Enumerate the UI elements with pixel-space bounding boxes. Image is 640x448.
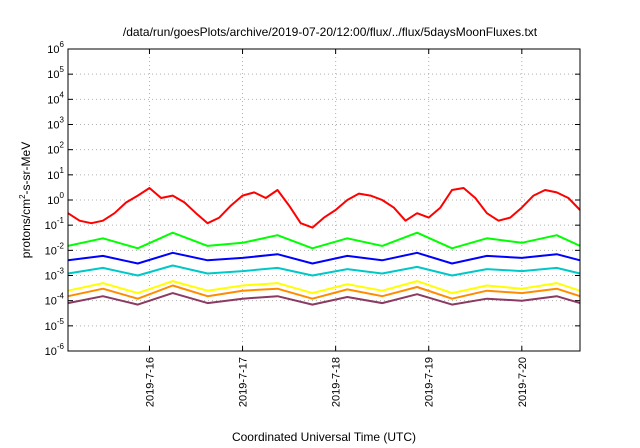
y-tick-label: 101	[47, 166, 64, 182]
y-tick-label-base: 10	[47, 170, 59, 182]
y-tick-label-base: 10	[47, 120, 59, 132]
y-tick-label-exponent: -5	[57, 317, 65, 326]
y-tick-label-base: 10	[47, 44, 59, 56]
y-tick-label: 10-4	[45, 292, 65, 308]
x-tick-label: 2019-7-19	[424, 357, 436, 407]
y-tick-label: 106	[47, 40, 64, 56]
y-tick-label: 105	[47, 65, 64, 81]
x-tick-label: 2019-7-20	[517, 357, 529, 407]
y-tick-label-base: 10	[45, 321, 57, 333]
y-tick-label-base: 10	[45, 346, 57, 358]
y-tick-label: 10-5	[45, 317, 65, 333]
y-axis-label: protons/cm2-s-sr-MeV	[18, 142, 33, 258]
series-line	[67, 251, 581, 265]
y-tick-label-exponent: -2	[57, 241, 65, 250]
x-axis: 2019-7-16 2019-7-17 2019-7-18 2019-7-19 2019…	[144, 49, 529, 407]
y-tick-label-base: 10	[45, 271, 57, 283]
y-tick-label: 10-1	[45, 216, 65, 232]
y-tick-label: 104	[47, 90, 64, 106]
y-tick-label: 102	[47, 141, 64, 157]
y-tick-label-base: 10	[45, 296, 57, 308]
y-tick-label: 10-2	[45, 241, 65, 257]
y-tick-label-base: 10	[45, 220, 57, 232]
series-line	[67, 284, 581, 300]
y-tick-label-base: 10	[47, 145, 59, 157]
y-tick-label-exponent: 0	[60, 191, 65, 200]
y-tick-label: 100	[47, 191, 64, 207]
y-tick-label: 10-6	[45, 342, 65, 358]
y-tick-label-exponent: -3	[57, 267, 65, 276]
y-tick-label-exponent: 3	[60, 116, 65, 125]
x-tick-label: 2019-7-18	[331, 357, 343, 407]
y-tick-label-base: 10	[47, 69, 59, 81]
y-tick-label: 103	[47, 116, 64, 132]
y-tick-label-base: 10	[45, 245, 57, 257]
series-line	[67, 280, 581, 295]
y-tick-label-exponent: 1	[60, 166, 65, 175]
y-axis: 10-610-510-410-310-210-11001011021031041…	[45, 40, 580, 358]
y-tick-label-base: 10	[47, 195, 59, 207]
y-tick-label-exponent: 6	[60, 40, 65, 49]
y-tick-label-exponent: 2	[60, 141, 65, 150]
y-tick-label-exponent: -4	[57, 292, 65, 301]
y-tick-label-exponent: -1	[57, 216, 65, 225]
series-line	[67, 292, 581, 306]
x-tick-label: 2019-7-16	[144, 357, 156, 407]
series-line	[67, 264, 581, 277]
y-tick-label-base: 10	[47, 94, 59, 106]
series-line	[67, 187, 581, 229]
chart-title: /data/run/goesPlots/archive/2019-07-20/1…	[123, 25, 538, 39]
series-line	[67, 231, 581, 250]
x-axis-label: Coordinated Universal Time (UTC)	[232, 430, 416, 444]
y-tick-label-exponent: 4	[60, 90, 65, 99]
y-axis-label-base: protons/cm	[19, 199, 33, 258]
y-tick-label-exponent: 5	[60, 65, 65, 74]
y-tick-label: 10-3	[45, 267, 65, 283]
grid-lines	[68, 49, 580, 351]
y-axis-label-rest: -s-sr-MeV	[19, 142, 33, 195]
y-axis-label-sup: 2	[18, 194, 27, 199]
y-tick-label-exponent: -6	[57, 342, 65, 351]
x-tick-label: 2019-7-17	[238, 357, 250, 407]
series-group	[67, 187, 581, 306]
